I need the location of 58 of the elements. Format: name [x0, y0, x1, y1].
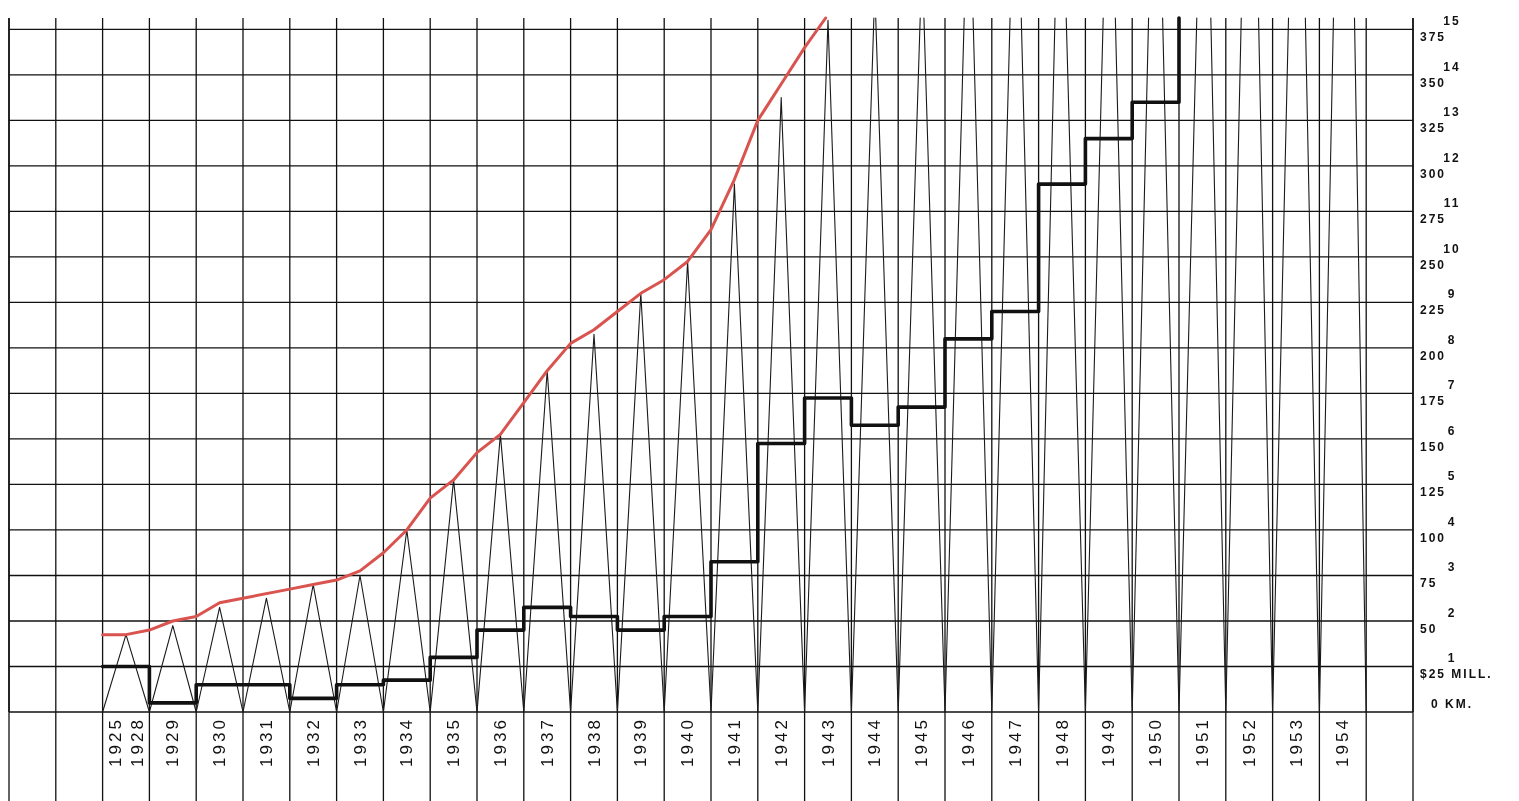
y2-tick-label: 375 [1420, 30, 1447, 45]
y-tick-label: 14 [1443, 59, 1461, 74]
y2-tick-label: 225 [1420, 303, 1447, 318]
x-tick-label: 1942 [771, 717, 791, 767]
y-tick-label: 1 [1447, 651, 1457, 666]
x-tick-label: 1931 [256, 717, 276, 767]
x-tick-label: 1932 [303, 717, 323, 767]
y-tick-label: 7 [1447, 378, 1457, 393]
y-tick-label: 5 [1447, 469, 1457, 484]
y-tick-label: 11 [1443, 196, 1461, 211]
y2-tick-label: 325 [1420, 121, 1447, 136]
y2-tick-label: 100 [1420, 530, 1447, 545]
y-tick-label: 13 [1443, 105, 1461, 120]
x-tick-label: 1945 [912, 717, 932, 767]
x-tick-label: 1951 [1192, 717, 1212, 767]
x-tick-label: 1948 [1052, 717, 1072, 767]
y-tick-label: 6 [1447, 423, 1457, 438]
y2-tick-label: 275 [1420, 212, 1447, 227]
y2-tick-label: $25 MILL. [1420, 667, 1493, 682]
x-tick-label: 1941 [724, 717, 744, 767]
x-tick-label: 1947 [1005, 717, 1025, 767]
x-tick-label: 1939 [631, 717, 651, 767]
x-tick-label: 1936 [490, 717, 510, 767]
x-tick-label: 1930 [210, 717, 230, 767]
x-tick-label: 1952 [1239, 717, 1259, 767]
y2-tick-label: 150 [1420, 439, 1447, 454]
y2-tick-label: 300 [1420, 166, 1447, 181]
x-tick-label: 1944 [865, 717, 885, 767]
y2-tick-label: 350 [1420, 75, 1447, 90]
y-tick-label: 12 [1443, 150, 1461, 165]
x-tick-label: 1929 [163, 717, 183, 767]
x-tick-label: 1934 [397, 717, 417, 767]
x-tick-label: 1953 [1286, 717, 1306, 767]
y-tick-label: 10 [1443, 241, 1461, 256]
y-tick-label: 0 KM. [1430, 697, 1474, 711]
y2-tick-label: 175 [1420, 394, 1447, 409]
x-tick-label: 1949 [1099, 717, 1119, 767]
y2-tick-label: 50 [1420, 621, 1438, 636]
x-tick-label: 1954 [1333, 717, 1353, 767]
y-tick-label: 3 [1447, 560, 1457, 575]
x-tick-label: 1943 [818, 717, 838, 767]
y-tick-label: 8 [1447, 332, 1457, 347]
y-tick-label: 2 [1447, 605, 1457, 620]
x-tick-label: 1933 [350, 717, 370, 767]
x-tick-label: 1938 [584, 717, 604, 767]
y2-tick-label: 75 [1420, 576, 1438, 591]
x-tick-label: 1940 [678, 717, 698, 767]
y-tick-label: 15 [1443, 14, 1461, 29]
x-tick-label: 1935 [444, 717, 464, 767]
y2-tick-label: 250 [1420, 257, 1447, 272]
y2-tick-label: 200 [1420, 348, 1447, 363]
y-tick-label: 4 [1447, 514, 1457, 529]
x-tick-label: 1950 [1146, 717, 1166, 767]
x-tick-label: 1925 1928 [105, 717, 147, 767]
y-tick-label: 9 [1447, 287, 1457, 302]
x-tick-label: 1937 [537, 717, 557, 767]
y2-tick-label: 125 [1420, 485, 1447, 500]
x-tick-label: 1946 [958, 717, 978, 767]
